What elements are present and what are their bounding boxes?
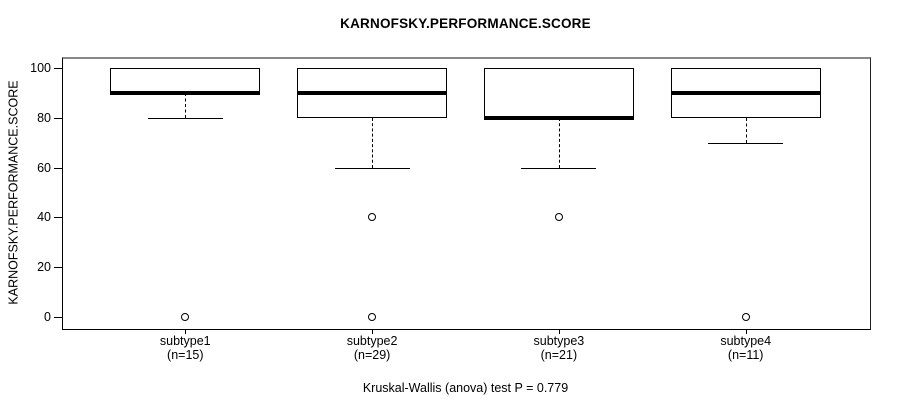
chart-title: KARNOFSKY.PERFORMANCE.SCORE: [340, 16, 591, 31]
upper-whisker-cap: [521, 68, 597, 69]
lower-whisker-line: [558, 117, 560, 168]
y-tick: [54, 317, 62, 318]
y-tick: [54, 68, 62, 69]
lower-whisker-line: [185, 92, 187, 118]
upper-whisker-cap: [147, 68, 223, 69]
x-tick-label-subtype1: subtype1 (n=15): [115, 334, 255, 362]
x-tick: [745, 329, 747, 334]
y-axis-title: KARNOFSKY.PERFORMANCE.SCORE: [6, 80, 21, 305]
boxplot-box-subtype1: [110, 68, 261, 93]
y-tick: [54, 167, 62, 169]
outlier-point: [554, 213, 563, 222]
group-name: subtype4: [720, 334, 772, 348]
lower-whisker-cap: [147, 117, 223, 119]
y-tick-label: 40: [37, 210, 51, 225]
outlier-point: [368, 313, 377, 321]
outlier-point: [368, 213, 377, 222]
group-n-count: (n=15): [167, 348, 204, 362]
group-n-count: (n=29): [353, 348, 391, 362]
y-tick: [54, 117, 62, 119]
outlier-point: [741, 313, 750, 321]
lower-whisker-cap: [521, 167, 597, 169]
upper-whisker-cap: [708, 68, 784, 69]
x-tick: [185, 329, 187, 334]
y-tick-label: 60: [37, 160, 51, 175]
x-tick-label-subtype2: subtype2 (n=29): [302, 334, 442, 362]
lower-whisker-line: [372, 117, 374, 168]
group-name: subtype2: [346, 334, 398, 348]
outlier-point: [181, 313, 190, 321]
group-n-count: (n=21): [540, 348, 578, 362]
median-line: [670, 90, 821, 95]
median-line: [297, 90, 448, 95]
x-tick: [372, 329, 374, 334]
median-line: [483, 115, 634, 120]
upper-whisker-cap: [334, 68, 410, 69]
group-name: subtype3: [533, 334, 585, 348]
group-n-count: (n=11): [727, 348, 764, 362]
y-tick: [54, 217, 62, 219]
y-tick-label: 80: [37, 110, 51, 125]
x-tick: [558, 329, 560, 334]
stat-test-caption: Kruskal-Wallis (anova) test P = 0.779: [362, 381, 569, 395]
median-line: [110, 90, 261, 95]
y-tick-label: 20: [37, 260, 51, 275]
boxplot-box-subtype3: [483, 68, 634, 118]
y-tick-label: 100: [30, 61, 51, 75]
lower-whisker-cap: [708, 142, 784, 144]
group-name: subtype1: [159, 334, 211, 348]
y-tick: [54, 267, 62, 269]
lower-whisker-cap: [334, 167, 410, 169]
x-tick-label-subtype4: subtype4 (n=11): [676, 334, 816, 362]
y-tick-label: 0: [44, 310, 51, 324]
x-tick-label-subtype3: subtype3 (n=21): [489, 334, 629, 362]
lower-whisker-line: [745, 117, 747, 143]
